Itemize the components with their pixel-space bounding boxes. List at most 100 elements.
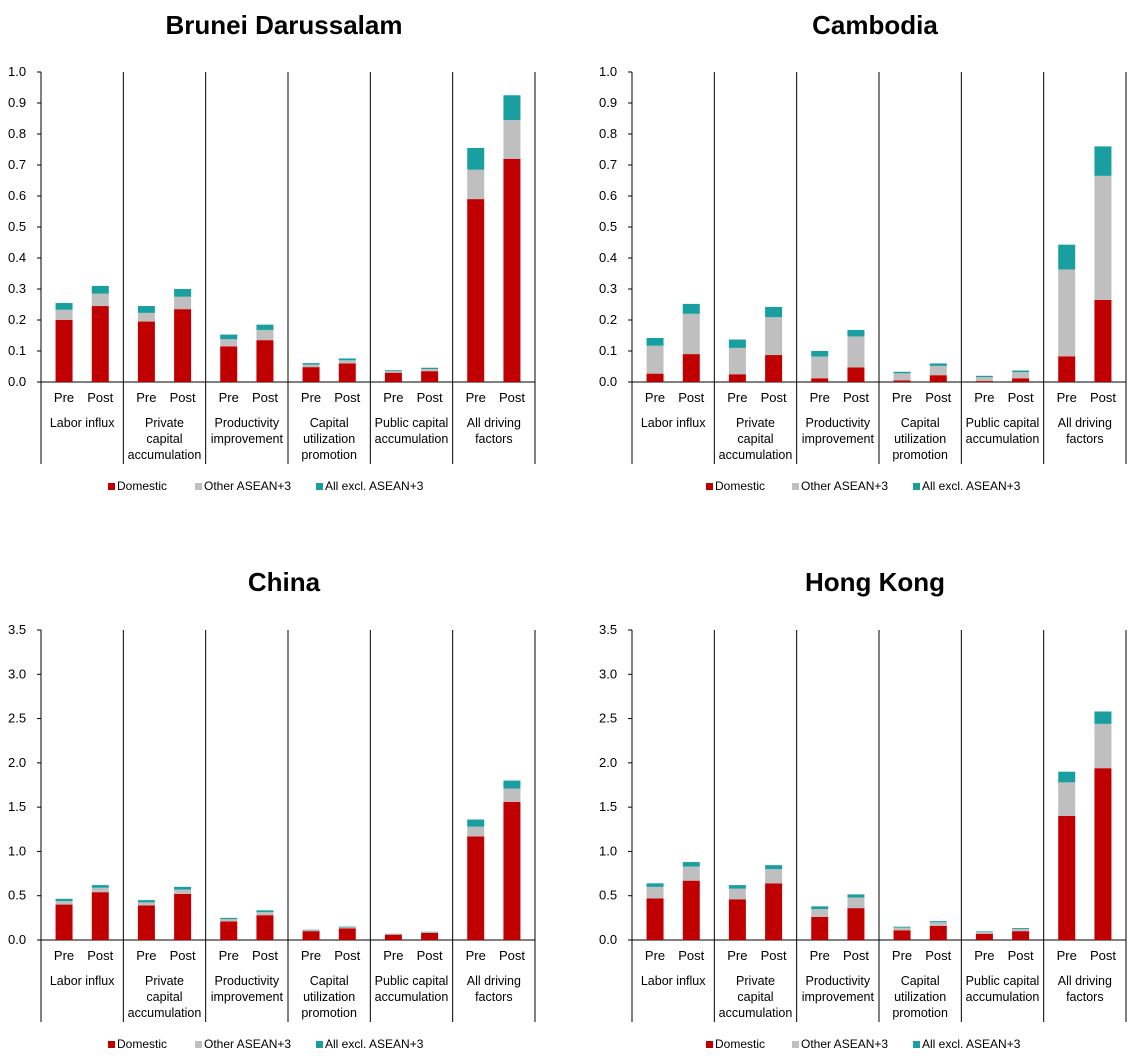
bar-segment-all-excl-asean-3 <box>682 303 700 314</box>
x-group-label: Private <box>145 974 184 988</box>
bar-segment-all-excl-asean-3 <box>893 926 911 928</box>
y-tick-label: 0.4 <box>8 250 26 265</box>
y-tick-label: 0.5 <box>599 888 617 903</box>
bar-segment-domestic <box>682 354 700 382</box>
bar-segment-other-asean-3 <box>1012 372 1030 379</box>
bar-segment-domestic <box>765 883 783 940</box>
y-tick-label: 0.1 <box>599 343 617 358</box>
x-group-label: Productivity <box>806 974 871 988</box>
y-tick-label: 1.0 <box>8 843 26 858</box>
x-subcategory-label: Pre <box>301 390 321 405</box>
bar-segment-domestic <box>467 199 485 382</box>
y-tick-label: 0.5 <box>8 219 26 234</box>
y-tick-label: 0.5 <box>8 888 26 903</box>
x-subcategory-label: Post <box>761 948 787 963</box>
bar-segment-domestic <box>1012 378 1030 382</box>
y-tick-label: 3.0 <box>8 666 26 681</box>
bar-segment-other-asean-3 <box>929 365 947 376</box>
x-group-label: accumulation <box>966 432 1040 446</box>
x-subcategory-label: Pre <box>136 948 156 963</box>
legend-swatch <box>108 483 115 490</box>
x-group-label: Public capital <box>966 974 1040 988</box>
bar-segment-all-excl-asean-3 <box>338 926 356 928</box>
bar-segment-other-asean-3 <box>137 312 155 322</box>
x-subcategory-label: Pre <box>219 390 239 405</box>
x-subcategory-label: Post <box>678 390 704 405</box>
bar-segment-all-excl-asean-3 <box>1058 244 1076 270</box>
bar-segment-other-asean-3 <box>682 866 700 881</box>
y-tick-label: 2.0 <box>599 755 617 770</box>
legend-swatch <box>316 483 323 490</box>
bar-segment-all-excl-asean-3 <box>467 147 485 170</box>
bar-segment-other-asean-3 <box>174 296 192 310</box>
bar-segment-all-excl-asean-3 <box>975 375 993 378</box>
bar-segment-domestic <box>220 921 238 940</box>
bar-segment-other-asean-3 <box>1094 175 1112 300</box>
bar-segment-other-asean-3 <box>55 309 73 320</box>
bar-segment-domestic <box>302 931 320 940</box>
bar-segment-domestic <box>811 916 829 940</box>
x-group-label: utilization <box>303 990 355 1004</box>
bar-segment-other-asean-3 <box>338 360 356 364</box>
bar-segment-domestic <box>646 898 664 940</box>
y-tick-label: 0.0 <box>599 374 617 389</box>
bar-segment-domestic <box>55 904 73 940</box>
y-tick-label: 0.0 <box>8 374 26 389</box>
x-subcategory-label: Pre <box>727 390 747 405</box>
chart-title: Cambodia <box>812 10 938 40</box>
bar-segment-other-asean-3 <box>256 912 274 916</box>
x-subcategory-label: Post <box>499 948 525 963</box>
y-tick-label: 3.5 <box>599 622 617 637</box>
x-subcategory-label: Pre <box>1057 390 1077 405</box>
bar-segment-all-excl-asean-3 <box>1058 771 1076 783</box>
x-group-label: Labor influx <box>641 416 706 430</box>
bar-segment-domestic <box>811 378 829 382</box>
bar-segment-domestic <box>929 925 947 940</box>
y-tick-label: 0.8 <box>8 126 26 141</box>
y-tick-label: 3.5 <box>8 622 26 637</box>
bar-segment-all-excl-asean-3 <box>929 363 947 366</box>
bar-segment-other-asean-3 <box>302 930 320 932</box>
x-subcategory-label: Post <box>843 390 869 405</box>
bar-segment-domestic <box>1012 931 1030 940</box>
x-group-label: capital <box>146 432 182 446</box>
y-tick-label: 1.5 <box>599 799 617 814</box>
y-tick-label: 0.2 <box>8 312 26 327</box>
x-group-label: All driving <box>467 416 521 430</box>
bar-segment-all-excl-asean-3 <box>765 306 783 318</box>
x-group-label: factors <box>475 990 513 1004</box>
bar-segment-domestic <box>728 374 746 382</box>
bar-segment-all-excl-asean-3 <box>91 285 109 294</box>
x-group-label: Labor influx <box>50 974 115 988</box>
x-group-label: promotion <box>892 1006 948 1020</box>
bar-segment-domestic <box>421 932 439 940</box>
bar-segment-all-excl-asean-3 <box>1094 146 1112 176</box>
bar-segment-other-asean-3 <box>893 373 911 381</box>
x-group-label: utilization <box>303 432 355 446</box>
x-group-label: improvement <box>802 432 875 446</box>
legend-swatch <box>792 483 799 490</box>
legend-label: Other ASEAN+3 <box>204 479 291 493</box>
chart-title: Hong Kong <box>805 567 945 597</box>
x-subcategory-label: Pre <box>219 948 239 963</box>
x-group-label: Productivity <box>215 974 280 988</box>
x-subcategory-label: Post <box>252 948 278 963</box>
bar-segment-all-excl-asean-3 <box>728 339 746 348</box>
bar-segment-domestic <box>503 801 521 940</box>
y-tick-label: 0.9 <box>599 95 617 110</box>
bar-segment-other-asean-3 <box>220 339 238 347</box>
bar-segment-other-asean-3 <box>256 329 274 341</box>
bar-segment-domestic <box>847 908 865 940</box>
legend-swatch <box>195 483 202 490</box>
legend-swatch <box>706 483 713 490</box>
x-group-label: Private <box>736 416 775 430</box>
bar-segment-all-excl-asean-3 <box>174 289 192 297</box>
x-subcategory-label: Pre <box>383 390 403 405</box>
bar-segment-other-asean-3 <box>503 788 521 802</box>
bar-segment-all-excl-asean-3 <box>421 367 439 369</box>
x-subcategory-label: Post <box>1090 948 1116 963</box>
bar-segment-all-excl-asean-3 <box>765 865 783 870</box>
y-tick-label: 2.0 <box>8 755 26 770</box>
bar-segment-domestic <box>91 306 109 382</box>
x-subcategory-label: Pre <box>466 948 486 963</box>
